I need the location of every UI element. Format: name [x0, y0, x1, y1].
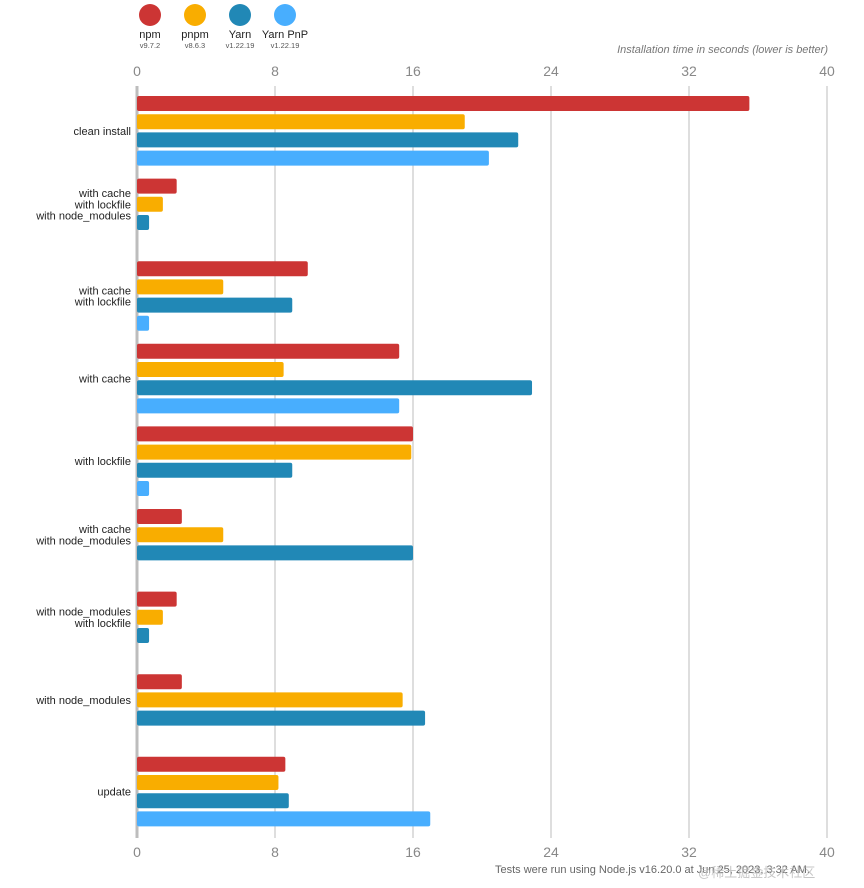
- bar-yarn: [137, 380, 533, 396]
- legend-version: v1.22.19: [225, 41, 255, 50]
- legend-version: v1.22.19: [270, 41, 300, 50]
- x-tick-label-bottom: 24: [543, 844, 559, 860]
- bar-yarn-pnp: [137, 150, 489, 166]
- category-label: with lockfile: [74, 618, 131, 630]
- x-tick-label-top: 32: [681, 63, 697, 79]
- bar-yarn: [137, 710, 426, 726]
- x-tick-label-top: 24: [543, 63, 559, 79]
- legend-swatch-yarn: [229, 4, 251, 26]
- bar-yarn: [137, 545, 413, 561]
- category-label: with cache: [78, 524, 131, 536]
- watermark: @稀土掘金技术社区: [698, 865, 816, 880]
- legend-swatch-pnpm: [184, 4, 206, 26]
- bar-npm: [137, 674, 182, 690]
- bar-pnpm: [137, 279, 224, 295]
- chart-footer-note: Tests were run using Node.js v16.20.0 at…: [495, 864, 810, 876]
- legend-label: Yarn PnP: [261, 29, 309, 41]
- bar-yarn: [137, 215, 150, 230]
- bar-yarn: [137, 793, 289, 809]
- category-label: with cache: [78, 374, 131, 386]
- bar-npm: [137, 261, 308, 277]
- legend-label: Yarn: [228, 29, 252, 41]
- bar-pnpm: [137, 114, 465, 130]
- category-label: with cache: [78, 188, 131, 200]
- bar-pnpm: [137, 362, 284, 377]
- bar-pnpm: [137, 444, 412, 460]
- category-label: with cache: [78, 285, 131, 297]
- legend-item-npm[interactable]: npm v9.7.2: [128, 4, 172, 51]
- bar-yarn: [137, 462, 293, 478]
- bar-npm: [137, 96, 750, 111]
- bar-npm: [137, 509, 182, 524]
- x-tick-label-top: 0: [133, 63, 141, 79]
- x-tick-label-top: 40: [819, 63, 835, 79]
- legend-version: v9.7.2: [139, 41, 161, 50]
- x-tick-label-bottom: 16: [405, 844, 421, 860]
- bar-yarn-pnp: [137, 811, 431, 827]
- bar-npm: [137, 756, 286, 772]
- legend-label: npm: [139, 29, 161, 41]
- bar-npm: [137, 178, 177, 194]
- legend-item-yarn-pnp[interactable]: Yarn PnP v1.22.19: [261, 4, 309, 51]
- x-tick-label-top: 8: [271, 63, 279, 79]
- bar-yarn-pnp: [137, 481, 150, 496]
- x-tick-label-bottom: 0: [133, 844, 141, 860]
- legend-item-pnpm[interactable]: pnpm v8.6.3: [173, 4, 217, 51]
- legend-label: pnpm: [181, 29, 209, 41]
- category-label: with node_modules: [35, 695, 131, 707]
- legend-version: v8.6.3: [184, 41, 206, 50]
- bar-yarn: [137, 132, 519, 148]
- bar-npm: [137, 343, 400, 359]
- bar-pnpm: [137, 609, 163, 625]
- x-tick-label-bottom: 40: [819, 844, 835, 860]
- category-label: update: [97, 787, 131, 799]
- chart-subtitle: Installation time in seconds (lower is b…: [617, 44, 828, 56]
- category-label: with lockfile: [74, 199, 131, 211]
- category-label: with node_modules: [35, 535, 131, 547]
- x-tick-label-bottom: 32: [681, 844, 697, 860]
- x-tick-label-bottom: 8: [271, 844, 279, 860]
- bar-yarn-pnp: [137, 398, 400, 414]
- category-label: with lockfile: [74, 297, 131, 309]
- bar-npm: [137, 591, 177, 607]
- legend-item-yarn[interactable]: Yarn v1.22.19: [218, 4, 262, 51]
- category-label: clean install: [74, 126, 131, 138]
- category-label: with node_modules: [35, 607, 131, 619]
- category-label: with lockfile: [74, 456, 131, 468]
- category-label: with node_modules: [35, 211, 131, 223]
- bar-pnpm: [137, 775, 279, 790]
- x-tick-label-top: 16: [405, 63, 421, 79]
- legend-swatch-yarn-pnp: [274, 4, 296, 26]
- bar-yarn: [137, 297, 293, 313]
- legend-swatch-npm: [139, 4, 161, 26]
- legend: npm v9.7.2 pnpm v8.6.3 Yarn v1.22.19 Yar…: [128, 4, 308, 51]
- bar-npm: [137, 426, 413, 442]
- bar-yarn: [137, 628, 150, 643]
- bar-pnpm: [137, 527, 224, 543]
- bar-pnpm: [137, 692, 403, 708]
- bar-pnpm: [137, 196, 163, 212]
- bar-yarn-pnp: [137, 315, 150, 331]
